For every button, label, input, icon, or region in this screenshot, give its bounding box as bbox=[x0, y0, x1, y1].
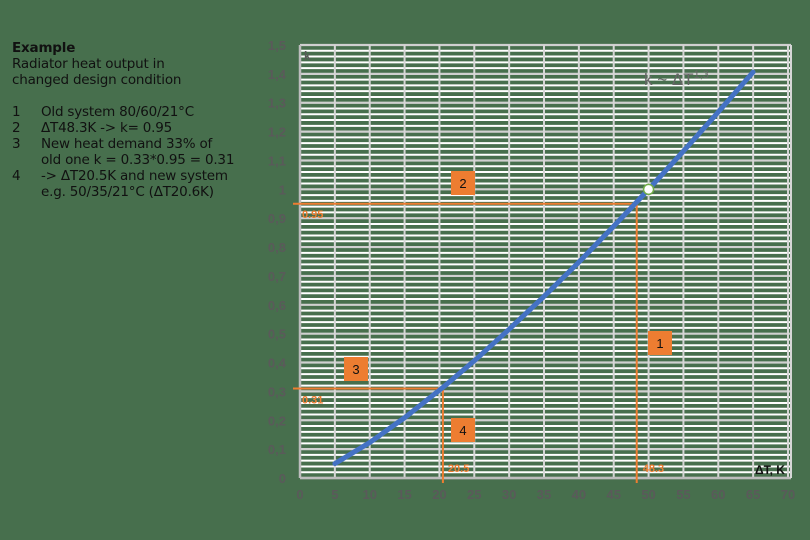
y-tick-label: 1,1 bbox=[268, 153, 286, 168]
annotations: 0.95 0.31 20.5 48.3 bbox=[293, 202, 664, 483]
y-tick-label: 1,4 bbox=[268, 67, 287, 82]
x-tick-label: 30 bbox=[502, 487, 516, 502]
x-axis-ticks: 0 5 10 15 20 25 30 35 40 45 50 55 60 65 70 bbox=[296, 487, 795, 502]
x-tick-label: 10 bbox=[362, 487, 376, 502]
legend-item-4-cont: e.g. 50/35/21°C (ΔT20.6K) bbox=[12, 184, 234, 200]
legend-item-text: ΔT48.3K -> k= 0.95 bbox=[41, 120, 173, 136]
y-tick-label: 1,2 bbox=[268, 125, 286, 140]
svg-text:4: 4 bbox=[459, 423, 466, 438]
marker-box-4 bbox=[451, 418, 475, 442]
y-tick-label: 0,7 bbox=[268, 269, 286, 284]
x-tick-label: 45 bbox=[606, 487, 620, 502]
x-tick-label: 40 bbox=[572, 487, 586, 502]
y-tick-label: 0,1 bbox=[268, 442, 286, 457]
legend-item-3-cont: old one k = 0.33*0.95 = 0.31 bbox=[12, 152, 234, 168]
x-axis-label: ΔT, K bbox=[755, 463, 785, 477]
legend-item-text: e.g. 50/35/21°C (ΔT20.6K) bbox=[41, 184, 214, 200]
y-axis-label: k bbox=[304, 49, 311, 63]
y-tick-label: 1,5 bbox=[268, 38, 286, 53]
y-tick-label: 0,2 bbox=[268, 413, 286, 428]
x-tick-label: 60 bbox=[711, 487, 725, 502]
legend-item-2: 2 ΔT48.3K -> k= 0.95 bbox=[12, 120, 234, 136]
legend-item-number: 1 bbox=[12, 104, 21, 120]
legend-item-4: 4 -> ΔT20.5K and new system bbox=[12, 168, 234, 184]
legend-item-1: 1 Old system 80/60/21°C bbox=[12, 104, 234, 120]
svg-text:3: 3 bbox=[352, 362, 359, 377]
x-tick-label: 15 bbox=[397, 487, 411, 502]
legend-item-number: 4 bbox=[12, 168, 21, 184]
annotation-label-20-5: 20.5 bbox=[448, 463, 469, 475]
y-tick-label: 0,9 bbox=[268, 211, 286, 226]
annotation-label-0-95: 0.95 bbox=[302, 209, 323, 221]
marker-box-3 bbox=[344, 357, 368, 381]
y-tick-label: 0,5 bbox=[268, 327, 286, 342]
legend-item-3: 3 New heat demand 33% of bbox=[12, 136, 234, 152]
example-legend: Example Radiator heat output in changed … bbox=[12, 40, 234, 200]
x-tick-label: 70 bbox=[781, 487, 795, 502]
y-tick-label: 0,3 bbox=[268, 384, 286, 399]
x-tick-label: 20 bbox=[432, 487, 446, 502]
marker-box-1 bbox=[648, 331, 672, 355]
legend-item-text: Old system 80/60/21°C bbox=[41, 104, 194, 120]
legend-item-text: -> ΔT20.5K and new system bbox=[41, 168, 228, 184]
y-tick-label: 0,4 bbox=[268, 356, 287, 371]
marker-box-2 bbox=[451, 171, 475, 195]
y-tick-label: 0 bbox=[279, 471, 286, 486]
legend-subtitle-line-2: changed design condition bbox=[12, 72, 182, 88]
x-tick-label: 0 bbox=[296, 487, 303, 502]
formula-label: k ~ ΔT1,3 bbox=[644, 69, 709, 89]
x-tick-label: 35 bbox=[537, 487, 551, 502]
curve-line bbox=[332, 69, 756, 467]
legend-title: Example bbox=[12, 40, 76, 56]
y-tick-label: 1,3 bbox=[268, 96, 286, 111]
legend-item-number: 2 bbox=[12, 120, 21, 136]
grid-lines bbox=[298, 43, 792, 480]
x-tick-label: 55 bbox=[676, 487, 690, 502]
annotation-label-48-3: 48.3 bbox=[643, 463, 664, 475]
annotation-label-0-31: 0.31 bbox=[302, 395, 323, 407]
y-tick-label: 0,6 bbox=[268, 298, 286, 313]
svg-text:2: 2 bbox=[459, 176, 466, 191]
x-tick-label: 50 bbox=[641, 487, 655, 502]
y-axis-ticks: 0 0,1 0,2 0,3 0,4 0,5 0,6 0,7 0,8 0,9 1 1,1 1,2 1,3 1,… bbox=[268, 38, 287, 486]
legend-subtitle-line-1: Radiator heat output in bbox=[12, 56, 165, 72]
x-tick-label: 25 bbox=[467, 487, 481, 502]
reference-point bbox=[642, 183, 655, 196]
legend-item-number: 3 bbox=[12, 136, 21, 152]
y-tick-label: 1 bbox=[279, 182, 286, 197]
legend-item-text: old one k = 0.33*0.95 = 0.31 bbox=[41, 152, 235, 168]
x-tick-label: 5 bbox=[331, 487, 338, 502]
x-tick-label: 65 bbox=[746, 487, 760, 502]
svg-text:1: 1 bbox=[656, 336, 663, 351]
legend-item-text: New heat demand 33% of bbox=[41, 136, 213, 152]
step-markers: 1 2 3 4 bbox=[344, 171, 672, 442]
y-tick-label: 0,8 bbox=[268, 240, 286, 255]
